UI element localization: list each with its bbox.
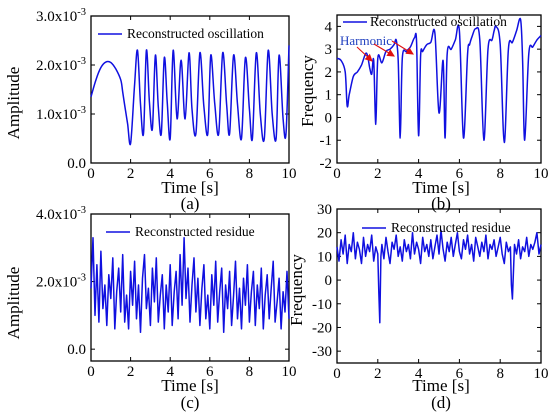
ylabel-a: Amplitude	[4, 67, 23, 140]
xtick-label: 4	[415, 366, 423, 382]
plot-frame-b	[336, 14, 542, 164]
legend-text-d: Reconstructed residue	[391, 220, 511, 235]
xtick-label: 2	[374, 166, 382, 182]
panel-label-b: (b)	[431, 194, 451, 213]
xtick-label: 8	[496, 366, 504, 382]
xtick-label: 10	[534, 366, 549, 382]
panel-b: Frequency Time [s] (b) 0 2 4 6 8 10-2-101234 …	[298, 14, 549, 213]
xtick-label: 4	[166, 364, 174, 380]
ytick-label: -10	[312, 297, 332, 313]
ytick-label: -2	[320, 156, 333, 172]
ytick-label: 10	[317, 249, 332, 265]
panel-a: Amplitude Time [s] (a) 0 2 4 6 8 10 0.0 1.0x10-…	[4, 7, 297, 213]
xtick-label: 8	[496, 166, 504, 182]
harmonic-arrow-1	[356, 46, 373, 62]
legend-c: Reconstructed residue	[106, 224, 255, 239]
ylabel-c: Amplitude	[4, 267, 23, 340]
xtick-label: 6	[206, 364, 214, 380]
ytick-label: 2.0x10-3	[36, 56, 86, 74]
legend-text-c: Reconstructed residue	[135, 224, 255, 239]
series-line	[90, 45, 290, 146]
xtick-label: 10	[534, 166, 549, 182]
ytick-label: 3.0x10-3	[36, 7, 86, 25]
xlabel-c: Time [s]	[161, 376, 218, 395]
xtick-label: 0	[87, 364, 95, 380]
ytick-label: -20	[312, 320, 332, 336]
panel-c: Amplitude Time [s] (c) 0 2 4 6 8 10 0.0 2.0x10-…	[4, 205, 297, 412]
legend-text-a: Reconstructed oscillation	[127, 26, 264, 41]
xtick-label: 2	[127, 364, 135, 380]
ytick-label: -30	[312, 344, 332, 360]
ticks-c: 0 2 4 6 8 10 0.0 2.0x10-3 4.0x10-3	[36, 205, 297, 380]
ticks-d: 0 2 4 6 8 10 -30 -20 -10 0 10 20 30	[312, 202, 549, 382]
ytick-label: 4.0x10-3	[36, 205, 86, 223]
xtick-label: 0	[87, 166, 95, 182]
xtick-label: 8	[246, 166, 254, 182]
panel-label-d: (d)	[431, 393, 451, 412]
ticks-b: 0 2 4 6 8 10 -2 -1 0 1 2 3 4	[320, 15, 549, 182]
ytick-label: 1.0x10-3	[36, 105, 86, 123]
panel-label-c: (c)	[181, 393, 200, 412]
series-line	[90, 236, 290, 334]
panel-d: Frequency Time [s] (d) 0 2 4 6 8 10-30-20-100…	[287, 202, 549, 412]
ytick-label: 2	[325, 65, 333, 81]
legend-a: Reconstructed oscillation	[98, 26, 264, 41]
ytick-label: -1	[320, 133, 333, 149]
ylabel-d: Frequency	[287, 254, 306, 326]
ytick-label: 4	[325, 19, 333, 35]
xtick-label: 0	[333, 366, 341, 382]
harmonic-annotation: Harmonic	[340, 33, 414, 62]
legend-text-b: Reconstructed oscillation	[370, 14, 507, 29]
series-b	[336, 17, 542, 144]
series-c	[90, 236, 290, 334]
plot-frame-d	[336, 208, 542, 364]
ticks-a: 0 2 4 6 8 10 0.0 1.0x10-3 2.0x10-3 3.0x10-3	[36, 7, 297, 182]
ytick-label: 30	[317, 202, 332, 218]
xlabel-b: Time [s]	[412, 178, 469, 197]
xtick-label: 4	[415, 166, 423, 182]
harmonic-arrow-3	[391, 40, 414, 55]
xtick-label: 4	[166, 166, 174, 182]
series-d	[336, 229, 542, 324]
ytick-label: 2.0x10-3	[36, 273, 86, 291]
legend-b: Reconstructed oscillation	[343, 14, 507, 29]
xtick-label: 0	[333, 166, 341, 182]
xtick-label: 10	[282, 166, 297, 182]
ytick-label: 0.0	[67, 342, 86, 358]
panel-label-a: (a)	[181, 194, 200, 213]
ytick-label: 0	[325, 273, 333, 289]
xlabel-a: Time [s]	[161, 178, 218, 197]
series-a	[90, 45, 290, 146]
xtick-label: 2	[374, 366, 382, 382]
ytick-label: 1	[325, 88, 333, 104]
series-line	[336, 17, 542, 144]
annotation-text-b: Harmonic	[340, 33, 392, 48]
ytick-label: 20	[317, 226, 332, 242]
xlabel-d: Time [s]	[412, 376, 469, 395]
xtick-label: 6	[206, 166, 214, 182]
xtick-label: 10	[282, 364, 297, 380]
ylabel-b: Frequency	[298, 55, 317, 127]
series-line	[336, 229, 542, 324]
xtick-label: 8	[246, 364, 254, 380]
ytick-label: 3	[325, 42, 333, 58]
harmonic-arrow-2	[373, 43, 395, 57]
ytick-label: 0.0	[67, 156, 86, 172]
plot-frame-a	[90, 15, 290, 164]
xtick-label: 2	[127, 166, 135, 182]
legend-d: Reconstructed residue	[362, 220, 511, 235]
ytick-label: 0	[325, 110, 333, 126]
xtick-label: 6	[456, 166, 464, 182]
xtick-label: 6	[456, 366, 464, 382]
